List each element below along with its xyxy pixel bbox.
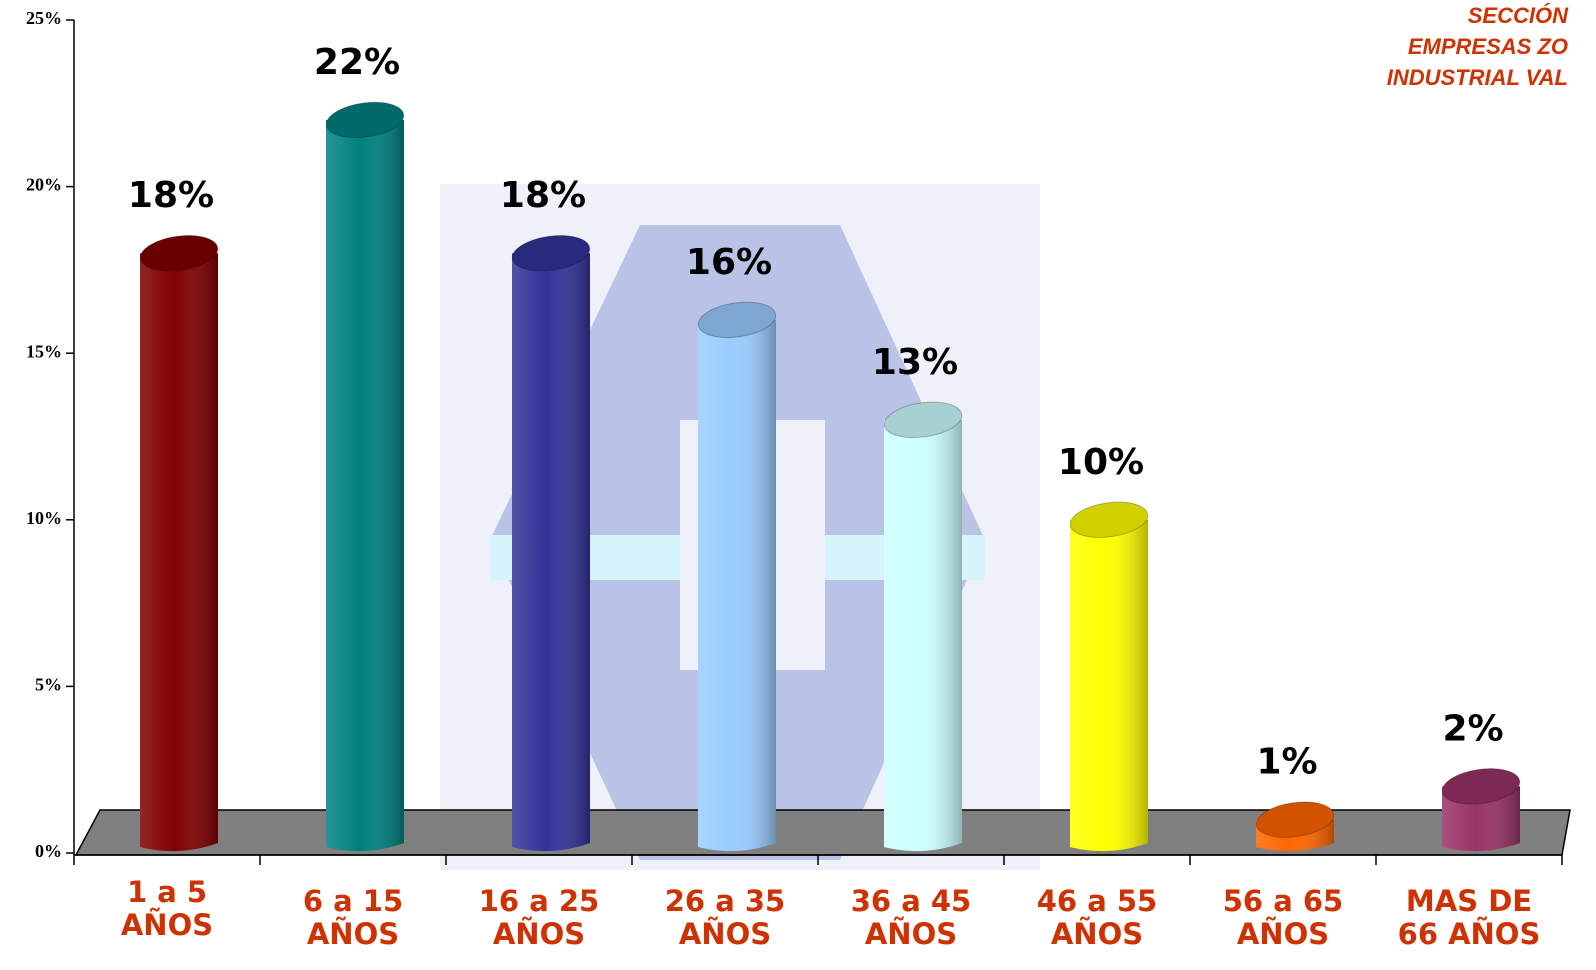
- y-tick-label: 25%: [26, 8, 62, 28]
- x-tick-label: 6 a 15 AÑOS: [302, 884, 404, 951]
- title-line: INDUSTRIAL VAL: [1386, 65, 1568, 90]
- x-tick-label: 46 a 55 AÑOS: [1036, 884, 1158, 951]
- x-tick-label: 26 a 35 AÑOS: [664, 884, 786, 951]
- value-label: 2%: [1442, 708, 1503, 749]
- x-tick-label: 56 a 65 AÑOS: [1222, 884, 1344, 951]
- value-label: 18%: [500, 175, 586, 216]
- y-tick-label: 20%: [26, 175, 62, 195]
- bar: [325, 101, 405, 852]
- x-tick-label: 1 a 5 AÑOS: [120, 875, 214, 942]
- x-tick-label: 36 a 45 AÑOS: [850, 884, 972, 951]
- x-tick-label: 16 a 25 AÑOS: [478, 884, 600, 951]
- x-tick-label: MAS DE 66 AÑOS: [1397, 884, 1541, 951]
- bar: [1441, 768, 1521, 852]
- value-label: 22%: [314, 42, 400, 83]
- bar: [1255, 801, 1335, 852]
- floor: [74, 809, 1571, 856]
- value-label: 16%: [686, 242, 772, 283]
- value-label: 18%: [128, 175, 214, 216]
- bar: [139, 235, 219, 852]
- bar: [1069, 501, 1149, 852]
- value-label: 10%: [1058, 442, 1144, 483]
- bar: [511, 235, 591, 852]
- value-label: 1%: [1256, 742, 1317, 783]
- y-tick-label: 15%: [26, 341, 62, 361]
- y-tick-label: 5%: [35, 675, 62, 695]
- y-tick-label: 0%: [35, 841, 62, 861]
- bar: [883, 401, 963, 852]
- title-line: SECCIÓN: [1467, 3, 1568, 28]
- value-label: 13%: [872, 342, 958, 383]
- title-line: EMPRESAS ZO: [1407, 34, 1568, 59]
- bar: [697, 301, 777, 852]
- y-tick-label: 10%: [26, 508, 62, 528]
